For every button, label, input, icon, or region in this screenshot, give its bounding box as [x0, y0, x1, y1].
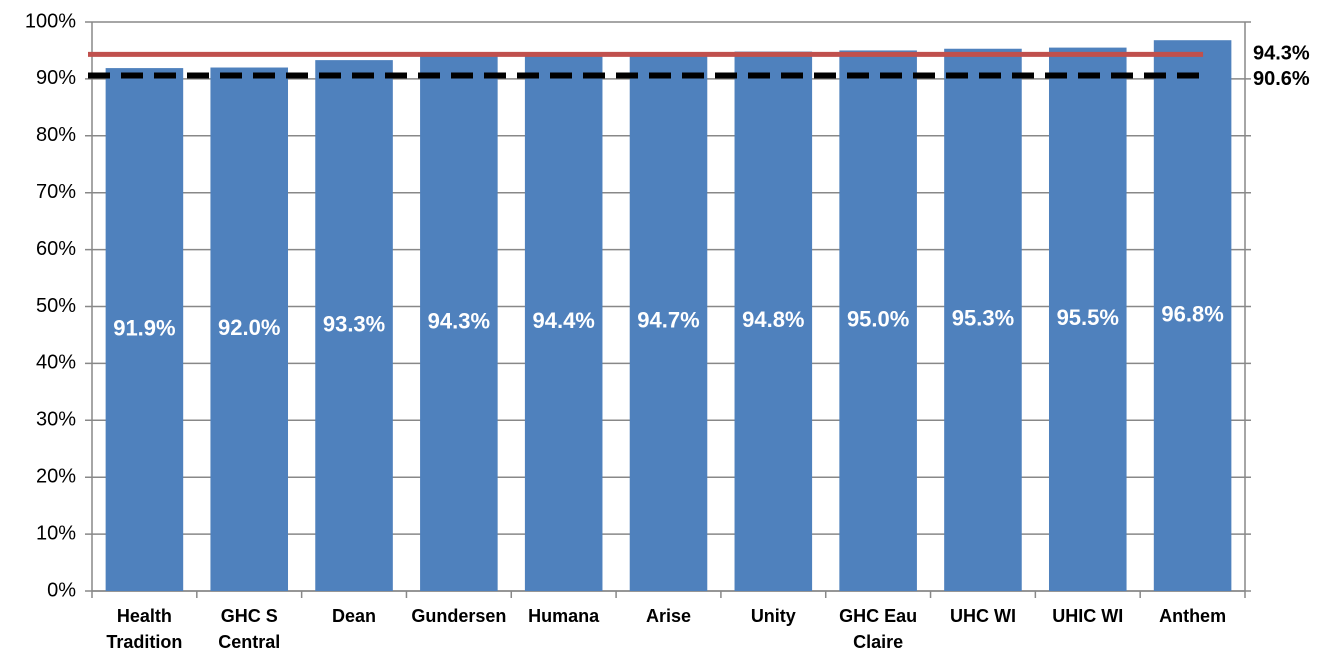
x-tick-label-line: Anthem: [1159, 606, 1226, 626]
x-tick-label-line: UHC WI: [950, 606, 1016, 626]
x-tick-label: Humana: [528, 606, 600, 626]
value-label: 94.8%: [742, 307, 804, 332]
value-label: 92.0%: [218, 315, 280, 340]
value-label: 95.5%: [1057, 305, 1119, 330]
x-tick-label-line: UHIC WI: [1052, 606, 1123, 626]
y-tick-label: 50%: [36, 295, 76, 317]
y-tick-label: 0%: [47, 579, 76, 601]
reference-label: 90.6%: [1253, 68, 1310, 90]
bar: [105, 68, 184, 592]
y-tick-label: 70%: [36, 181, 76, 203]
x-tick-label-line: Central: [218, 632, 280, 652]
bar: [839, 50, 917, 591]
bar: [629, 52, 708, 592]
value-label: 94.7%: [637, 307, 699, 332]
x-tick-label-line: Gundersen: [411, 606, 506, 626]
value-label: 93.3%: [323, 311, 385, 336]
x-tick-label: UHC WI: [950, 606, 1016, 626]
x-tick-label: Health Tradition: [106, 606, 182, 652]
value-label: 94.3%: [428, 309, 490, 334]
x-tick-label: Dean: [332, 606, 376, 626]
bar: [1153, 40, 1232, 591]
bar: [315, 60, 393, 592]
x-tick-label-line: Dean: [332, 606, 376, 626]
reference-label: 94.3%: [1253, 43, 1310, 65]
y-tick-label: 40%: [36, 352, 76, 374]
value-label: 96.8%: [1161, 301, 1223, 326]
x-tick-label: Arise: [646, 606, 691, 626]
y-tick-label: 20%: [36, 465, 76, 487]
value-label: 95.3%: [952, 306, 1014, 331]
y-tick-label: 90%: [36, 67, 76, 89]
bar: [944, 48, 1022, 592]
x-tick-label-line: Arise: [646, 606, 691, 626]
value-label: 91.9%: [113, 315, 175, 340]
bar: [1048, 47, 1127, 592]
value-label: 94.4%: [532, 308, 594, 333]
x-tick-label: GHC S Central: [218, 606, 280, 652]
x-tick-label: UHIC WI: [1052, 606, 1123, 626]
y-tick-label: 10%: [36, 522, 76, 544]
x-tick-label-line: Tradition: [106, 632, 182, 652]
bar: [734, 51, 813, 591]
y-tick-label: 80%: [36, 124, 76, 146]
x-tick-label-line: Unity: [751, 606, 796, 626]
y-tick-label: 100%: [25, 10, 76, 32]
x-tick-label-line: GHC S: [221, 606, 278, 626]
x-tick-label-line: GHC Eau: [839, 606, 917, 626]
x-tick-label-line: Humana: [528, 606, 600, 626]
bar: [524, 53, 603, 591]
x-tick-label-line: Health: [117, 606, 172, 626]
value-label: 95.0%: [847, 307, 909, 332]
x-tick-label: GHC Eau Claire: [839, 606, 917, 652]
x-tick-label: Unity: [751, 606, 796, 626]
y-tick-label: 30%: [36, 409, 76, 431]
x-tick-label-line: Claire: [853, 632, 903, 652]
x-tick-label: Gundersen: [411, 606, 506, 626]
y-tick-label: 60%: [36, 238, 76, 260]
bar: [210, 67, 289, 591]
x-tick-label: Anthem: [1159, 606, 1226, 626]
bar: [420, 54, 498, 592]
